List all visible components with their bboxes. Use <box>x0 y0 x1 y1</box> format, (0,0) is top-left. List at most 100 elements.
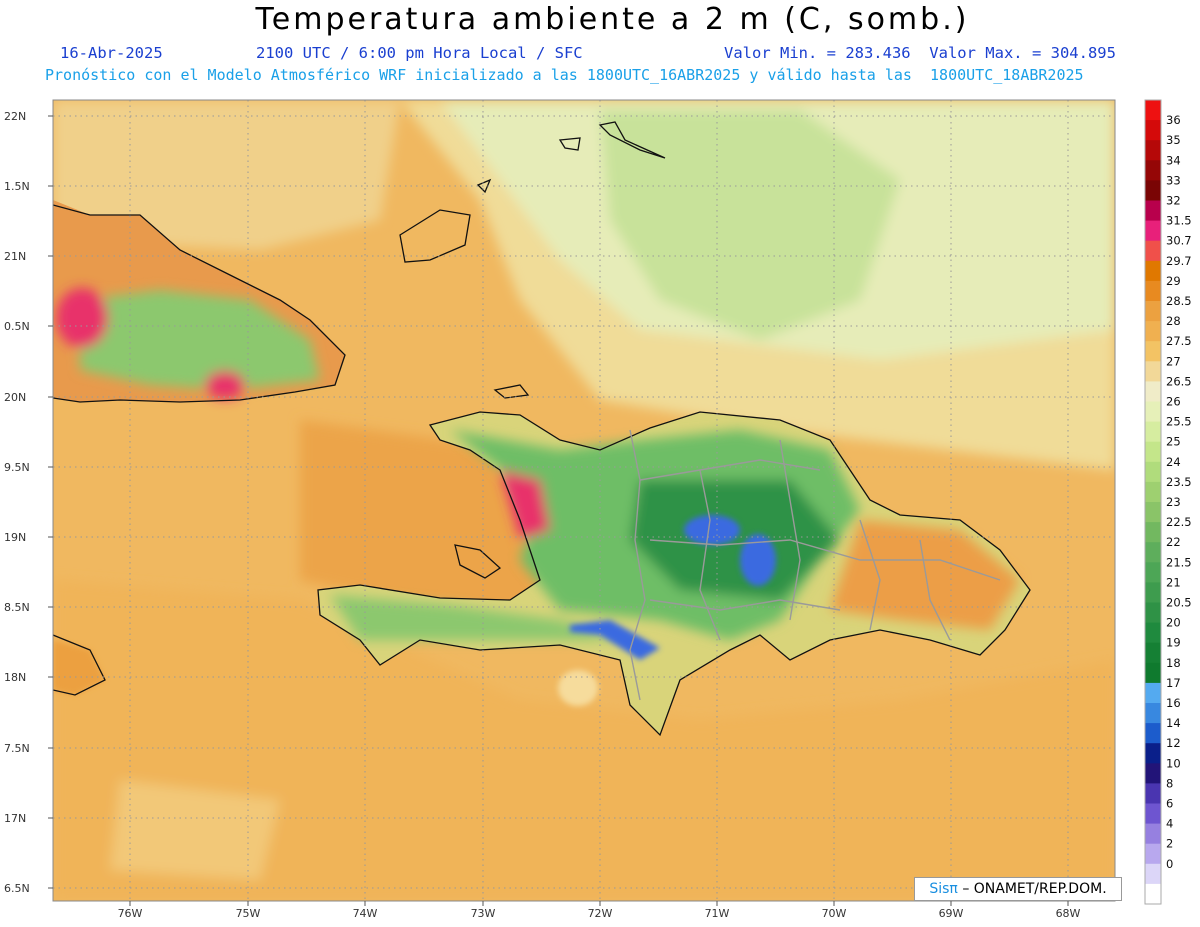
sispi-logo-text: Sisπ <box>929 881 958 897</box>
colorbar-swatch <box>1145 863 1161 885</box>
colorbar-swatch <box>1145 843 1161 865</box>
colorbar-swatch <box>1145 763 1161 784</box>
graticule <box>53 100 1115 901</box>
lon-label: 73W <box>471 907 496 920</box>
colorbar-swatch <box>1145 401 1161 423</box>
hispaniola-landmass <box>318 412 1030 735</box>
colorbar-label: 14 <box>1166 716 1181 730</box>
colorbar-swatch <box>1145 381 1161 403</box>
colorbar-label: 32 <box>1166 194 1181 208</box>
plot-frame <box>52 99 1116 902</box>
colorbar-label: 2 <box>1166 837 1173 851</box>
colorbar-label: 21.5 <box>1166 555 1192 569</box>
lon-label: 70W <box>822 907 847 920</box>
south-ocean <box>53 580 1115 901</box>
credit-box: Sisπ – ONAMET/REP.DOM. <box>914 877 1122 901</box>
colorbar-swatch <box>1145 361 1161 382</box>
colorbar-swatch <box>1145 502 1161 523</box>
south-west-patch <box>110 780 280 880</box>
lat-label: 8.5N <box>4 601 30 614</box>
cool-ocean-core <box>600 110 900 340</box>
colorbar-swatch <box>1145 240 1161 262</box>
colorbar-swatch <box>1145 200 1161 222</box>
lat-label: 22N <box>4 110 26 123</box>
colorbar-swatch <box>1145 160 1161 181</box>
colorbar-label: 34 <box>1166 153 1181 167</box>
colorbar-label: 4 <box>1166 817 1173 831</box>
lon-label: 75W <box>236 907 261 920</box>
colorbar-label: 8 <box>1166 776 1173 790</box>
colorbar-label: 12 <box>1166 736 1181 750</box>
lon-label: 68W <box>1056 907 1081 920</box>
colorbar-label: 6 <box>1166 797 1173 811</box>
colorbar-label: 20 <box>1166 616 1181 630</box>
longitude-axis: 76W 75W 74W 73W 72W 71W 70W 69W 68W <box>118 907 1081 920</box>
colorbar-label: 28 <box>1166 314 1181 328</box>
colorbar-label: 26 <box>1166 395 1181 409</box>
lon-label: 72W <box>588 907 613 920</box>
colorbar-swatch <box>1145 481 1161 503</box>
valid-time: 2100 UTC / 6:00 pm Hora Local / SFC <box>256 44 583 62</box>
colorbar-swatch <box>1145 260 1161 282</box>
lon-ticks <box>129 901 1069 906</box>
colorbar: 363534333231.530.729.72928.52827.52726.5… <box>1144 99 1192 905</box>
colorbar-label: 24 <box>1166 455 1181 469</box>
colorbar-swatch <box>1145 783 1161 805</box>
colorbar-label: 25.5 <box>1166 415 1192 429</box>
colorbar-swatch <box>1145 461 1161 483</box>
north-west-ocean <box>53 100 400 250</box>
colorbar-swatch <box>1145 622 1161 644</box>
colorbar-label: 17 <box>1166 676 1181 690</box>
colorbar-swatch <box>1145 441 1161 463</box>
colorbar-frame <box>1144 99 1162 905</box>
model-subtitle: Pronóstico con el Modelo Atmosférico WRF… <box>45 66 1084 84</box>
colorbar-swatch <box>1145 180 1161 202</box>
latitude-axis: 22N 1.5N 21N 0.5N 20N 9.5N 19N 8.5N 18N … <box>4 110 30 895</box>
colorbar-swatch <box>1145 823 1161 845</box>
colorbar-label: 35 <box>1166 133 1181 147</box>
lat-label: 18N <box>4 671 26 684</box>
lon-label: 74W <box>353 907 378 920</box>
lat-label: 20N <box>4 391 26 404</box>
colorbar-label: 27 <box>1166 354 1181 368</box>
colorbar-label: 10 <box>1166 756 1181 770</box>
colorbar-swatch <box>1145 723 1161 744</box>
min-max-values: Valor Min. = 283.436 Valor Max. = 304.89… <box>724 44 1116 62</box>
colorbar-label: 18 <box>1166 656 1181 670</box>
lat-label: 1.5N <box>4 180 30 193</box>
lat-label: 21N <box>4 250 26 263</box>
lat-label: 7.5N <box>4 742 30 755</box>
lat-label: 17N <box>4 812 26 825</box>
colorbar-label: 0 <box>1166 857 1173 871</box>
colorbar-swatch <box>1145 421 1161 443</box>
colorbar-swatch <box>1145 562 1161 583</box>
colorbar-label: 19 <box>1166 636 1181 650</box>
colorbar-label: 27.5 <box>1166 334 1192 348</box>
colorbar-swatch <box>1145 301 1161 322</box>
colorbar-swatch <box>1145 703 1161 724</box>
colorbar-label: 28.5 <box>1166 294 1192 308</box>
lat-label: 9.5N <box>4 461 30 474</box>
colorbar-swatch <box>1145 341 1161 362</box>
colorbar-swatch <box>1145 662 1161 684</box>
colorbar-swatch <box>1145 522 1161 543</box>
cuba-landmass <box>53 200 345 402</box>
colorbar-swatch <box>1145 140 1161 161</box>
colorbar-label: 25 <box>1166 435 1181 449</box>
lon-label: 69W <box>939 907 964 920</box>
colorbar-label: 29 <box>1166 274 1181 288</box>
colorbar-label: 29.7 <box>1166 254 1192 268</box>
isla-beata-warm-spot <box>558 670 598 706</box>
colorbar-label: 31.5 <box>1166 214 1192 228</box>
colorbar-swatch <box>1145 100 1161 121</box>
colorbar-label: 23 <box>1166 495 1181 509</box>
colorbar-swatch <box>1145 743 1161 764</box>
credit-text: – ONAMET/REP.DOM. <box>962 881 1107 897</box>
map-title: Temperatura ambiente a 2 m (C, somb.) <box>255 2 970 37</box>
colorbar-label: 20.5 <box>1166 596 1192 610</box>
valid-date: 16-Abr-2025 <box>60 44 163 62</box>
colorbar-label: 23.5 <box>1166 475 1192 489</box>
colorbar-label: 33 <box>1166 173 1181 187</box>
colorbar-swatch <box>1145 542 1161 563</box>
